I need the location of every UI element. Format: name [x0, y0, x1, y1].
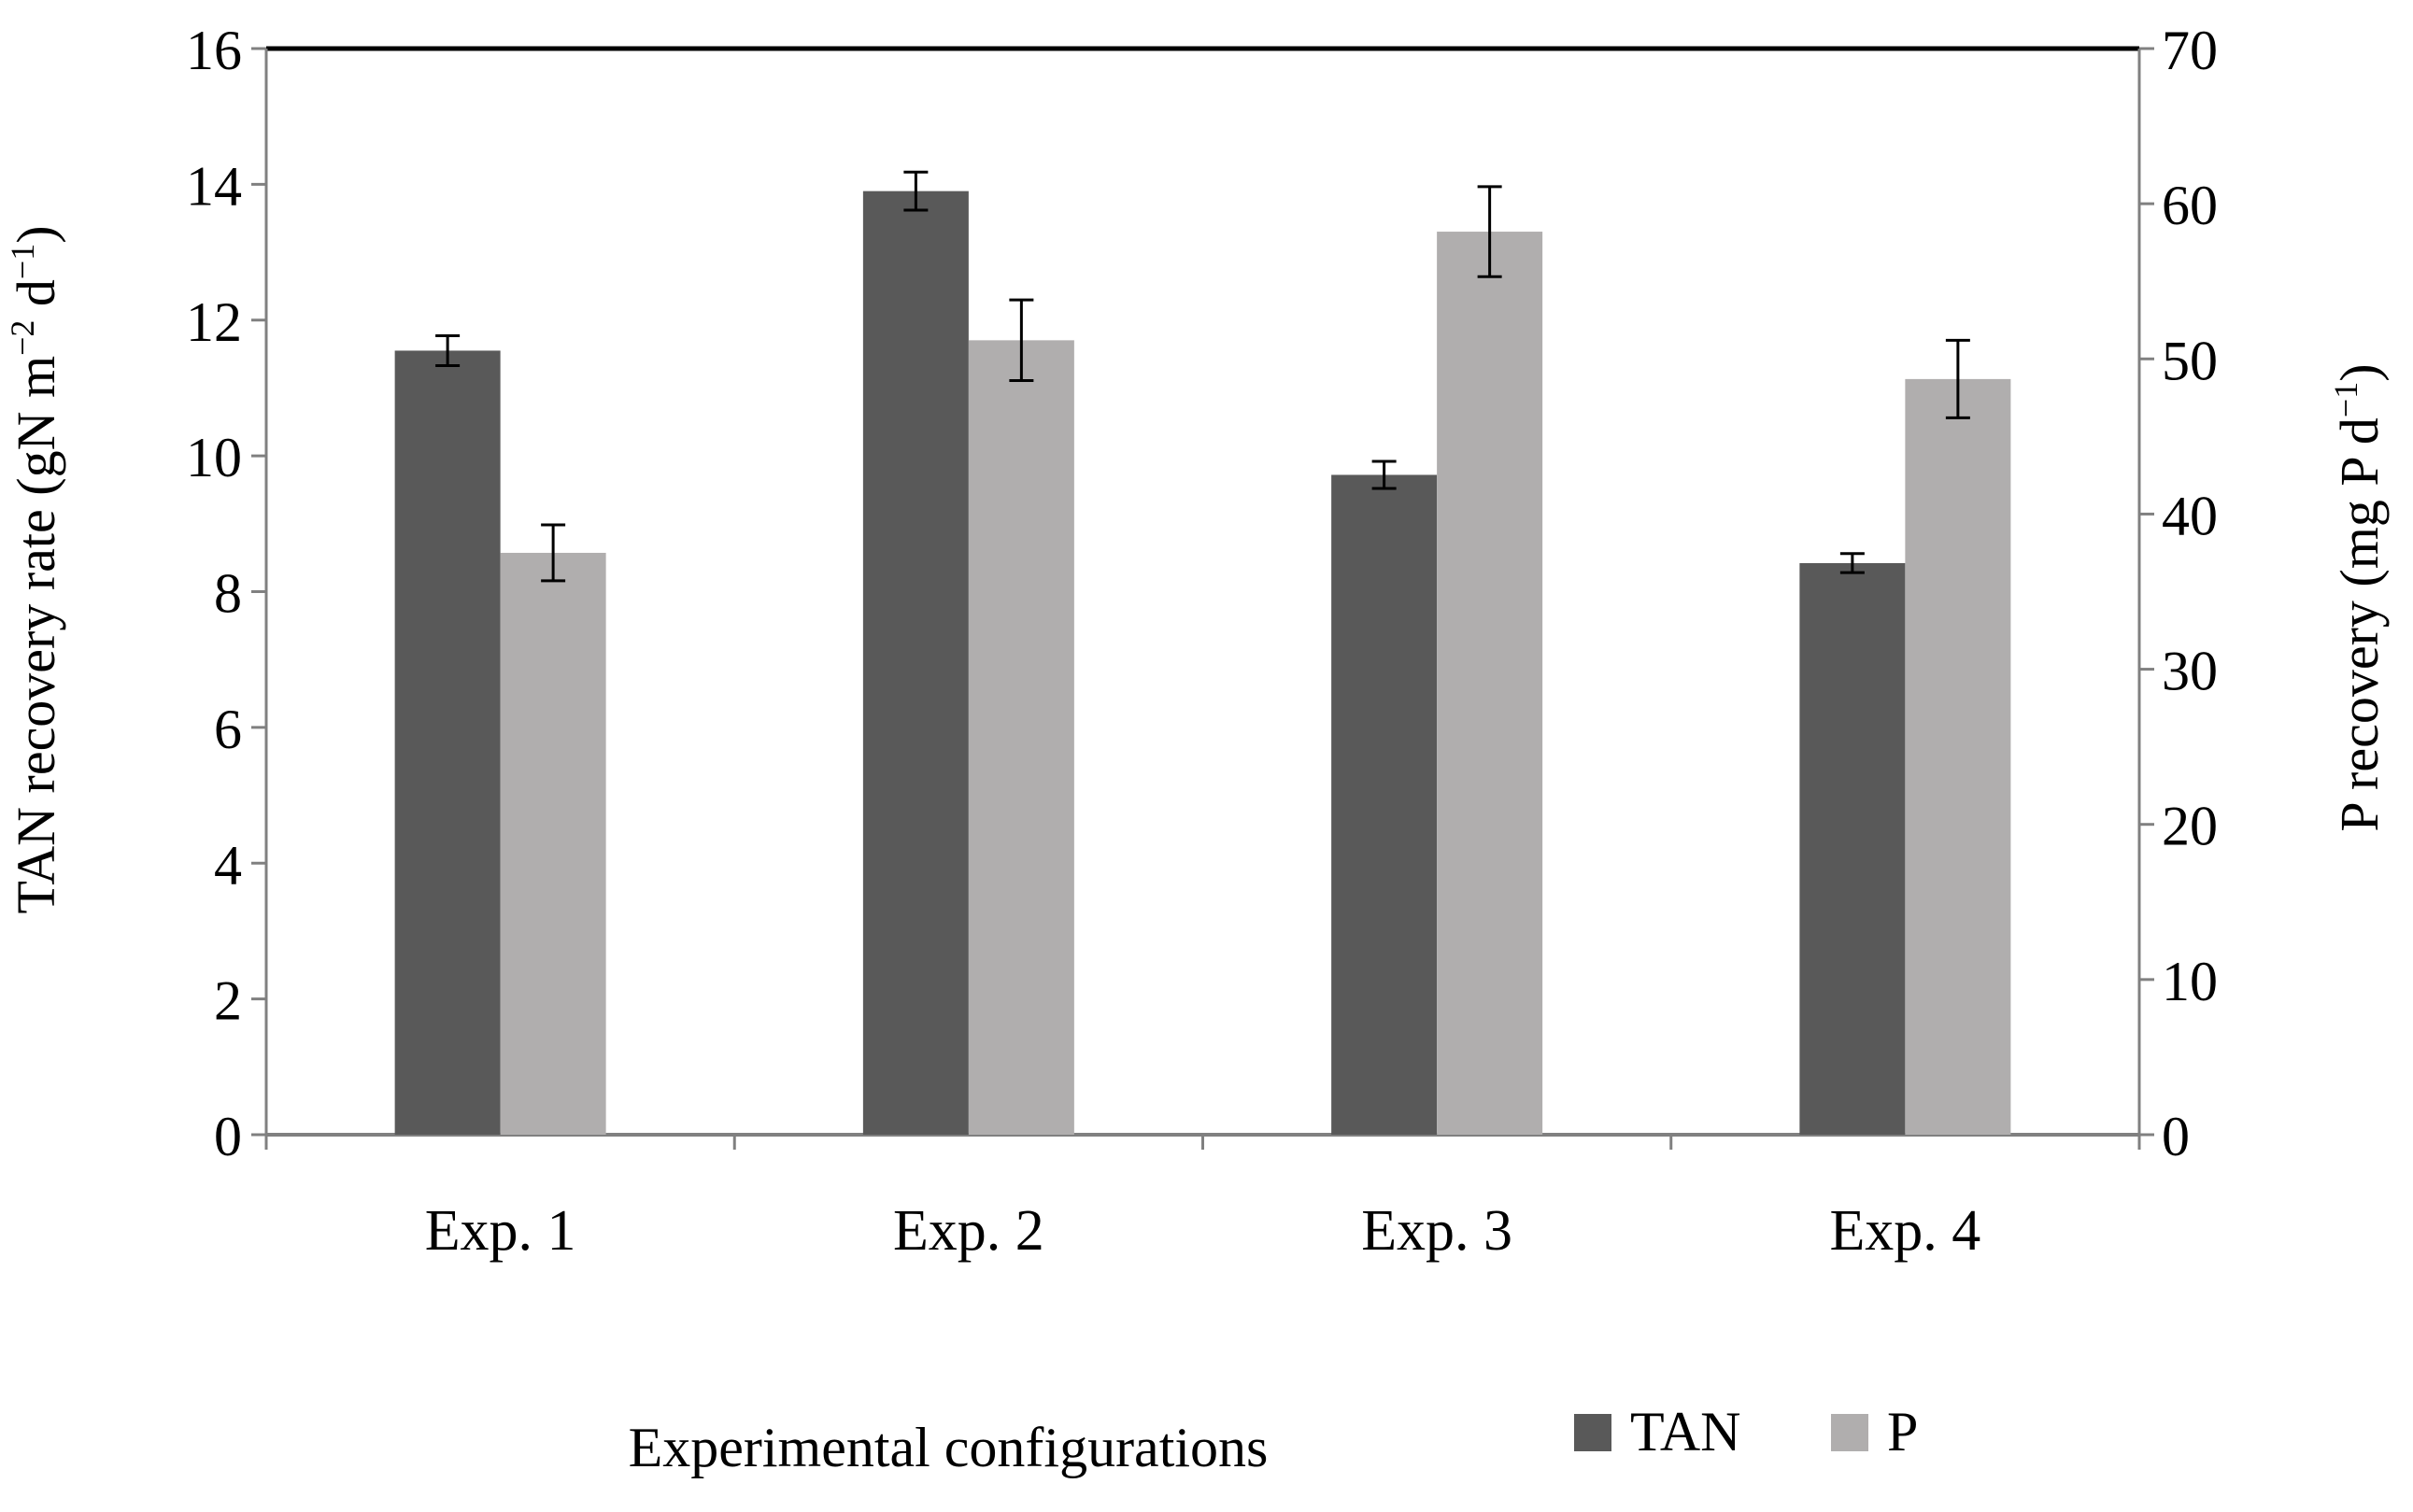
legend: TAN P [1574, 1401, 1918, 1463]
bar-tan [1799, 562, 1906, 1135]
right-tick-label: 20 [2162, 796, 2218, 857]
y-left-axis-label: TAN recovery rate (gN m−2 d−1) [4, 225, 66, 913]
x-axis-label: Experimental configurations [629, 1417, 1269, 1478]
y-left-label-main: TAN recovery rate (gN m [6, 356, 66, 914]
left-tick-label: 12 [186, 291, 242, 353]
x-tick-label: Exp. 1 [425, 1199, 576, 1263]
bars [394, 191, 2011, 1136]
left-tick-label: 14 [186, 155, 242, 217]
right-tick-label: 60 [2162, 175, 2218, 236]
bar-p [500, 552, 606, 1135]
right-tick-label: 40 [2162, 485, 2218, 546]
left-tick-label: 2 [214, 970, 242, 1032]
bar-p [1437, 232, 1543, 1135]
y-left-label-sup2: −1 [4, 244, 41, 279]
y-right-label-end: ) [2329, 363, 2390, 381]
left-tick-label: 4 [214, 834, 242, 896]
x-tick-label: Exp. 2 [893, 1199, 1044, 1263]
bar-tan [862, 191, 969, 1136]
right-tick-label: 10 [2162, 951, 2218, 1012]
x-tick-label: Exp. 4 [1829, 1199, 1980, 1263]
error-bars [435, 170, 1970, 583]
left-axis-ticks: 0 2 4 6 8 10 12 14 16 [186, 20, 266, 1167]
right-axis-ticks: 0 10 20 30 40 50 60 70 [2139, 20, 2218, 1167]
x-axis-ticks: Exp. 1 Exp. 2 Exp. 3 Exp. 4 [264, 1135, 2141, 1263]
right-tick-label: 0 [2162, 1106, 2190, 1167]
right-tick-label: 50 [2162, 330, 2218, 391]
legend-label-tan: TAN [1630, 1401, 1741, 1463]
x-tick-label: Exp. 3 [1361, 1199, 1512, 1263]
right-tick-label: 70 [2162, 20, 2218, 81]
left-tick-label: 10 [186, 427, 242, 488]
left-tick-label: 8 [214, 563, 242, 625]
left-tick-label: 0 [214, 1106, 242, 1167]
y-right-label-main: P recovery (mg P d [2329, 417, 2390, 832]
bar-tan [1331, 474, 1438, 1135]
y-right-axis-label: P recovery (mg P d−1) [2327, 363, 2390, 831]
y-right-label-sup: −1 [2327, 382, 2364, 417]
bar-tan [394, 350, 501, 1136]
legend-label-p: P [1887, 1401, 1918, 1463]
legend-swatch-tan [1574, 1414, 1611, 1451]
y-left-label-sup1: −2 [4, 320, 41, 356]
right-tick-label: 30 [2162, 641, 2218, 702]
left-tick-label: 6 [214, 699, 242, 760]
bar-p [968, 340, 1074, 1135]
y-left-label-mid: d [6, 279, 66, 320]
y-left-label-end: ) [6, 225, 66, 243]
legend-swatch-p [1831, 1414, 1868, 1451]
left-tick-label: 16 [186, 20, 242, 81]
bar-p [1905, 378, 2011, 1135]
